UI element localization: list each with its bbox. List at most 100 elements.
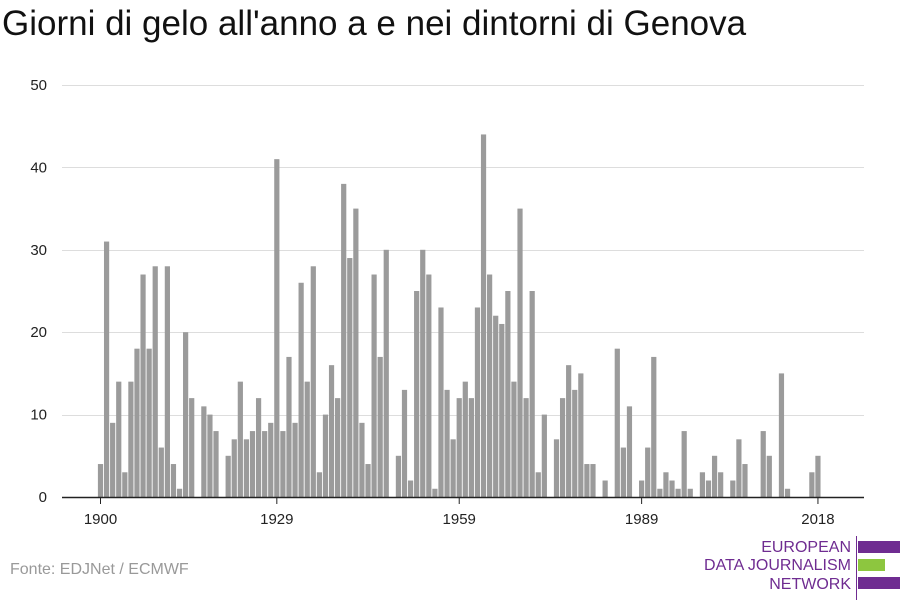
bar-1971 [529, 291, 535, 497]
x-tick-label: 1989 [625, 511, 658, 528]
bar-1947 [383, 249, 389, 497]
bar-1905 [128, 381, 134, 497]
bar-1964 [487, 274, 493, 497]
bar-1935 [310, 266, 316, 497]
bar-1909 [152, 266, 158, 497]
bar-1978 [572, 389, 578, 497]
bar-1931 [286, 356, 292, 497]
bar-1956 [438, 307, 444, 497]
bar-1937 [322, 414, 329, 497]
grid-lines [62, 85, 864, 416]
bar-1908 [146, 348, 152, 497]
bar-1994 [669, 480, 675, 497]
logo-text-line3: NETWORK [769, 576, 851, 593]
bar-1961 [468, 398, 474, 497]
bar-1980 [584, 464, 590, 497]
bar-2002 [718, 472, 724, 497]
bar-1968 [511, 381, 517, 497]
bar-1949 [395, 455, 402, 497]
x-tick-label: 2018 [801, 511, 834, 528]
y-tick-label: 0 [39, 489, 47, 506]
bar-1903 [116, 381, 122, 497]
bar-1902 [110, 422, 116, 497]
bar-1929 [274, 159, 280, 497]
bar-1955 [432, 488, 438, 497]
axes: 0 10 20 30 40 50 1900 1929 1959 1989 2018 [30, 77, 864, 528]
bar-1907 [140, 274, 146, 497]
bar-1943 [359, 422, 365, 497]
bar-1924 [243, 439, 250, 497]
bar-1906 [134, 348, 140, 497]
y-tick-label: 30 [30, 242, 47, 259]
bar-1976 [559, 398, 566, 497]
bar-1993 [663, 472, 669, 497]
bar-1913 [176, 488, 183, 497]
bar-1966 [499, 323, 505, 497]
bar-1962 [474, 307, 481, 497]
bar-1991 [651, 356, 657, 497]
bar-1945 [371, 274, 377, 497]
bar-1987 [626, 406, 633, 497]
bar-1928 [268, 422, 274, 497]
bar-1939 [335, 398, 341, 497]
bar-1914 [183, 332, 189, 497]
source-note: Fonte: EDJNet / ECMWF [10, 561, 189, 578]
bar-1930 [280, 431, 286, 497]
bar-1921 [225, 455, 231, 497]
bar-1989 [639, 480, 645, 497]
bar-1992 [657, 488, 663, 497]
chart-title: Giorni di gelo all'anno a e nei dintorni… [2, 4, 747, 43]
bar-1904 [122, 472, 128, 497]
bar-1926 [255, 398, 262, 497]
bar-1938 [328, 365, 335, 497]
x-tick-label: 1929 [260, 511, 293, 528]
bar-2010 [766, 455, 772, 497]
bar-1927 [262, 431, 268, 497]
edjnet-logo[interactable]: EUROPEAN DATA JOURNALISM NETWORK [700, 536, 900, 600]
bar-2000 [705, 480, 712, 497]
bar-1944 [365, 464, 371, 497]
bar-1922 [231, 439, 237, 497]
bar-1936 [316, 472, 322, 497]
bar-2001 [711, 455, 718, 497]
bar-2004 [730, 480, 736, 497]
bar-1975 [553, 439, 560, 497]
bar-1952 [414, 291, 420, 497]
bar-1958 [450, 439, 456, 497]
bar-1972 [535, 472, 541, 497]
logo-bar-top [858, 541, 900, 553]
logo-text-line1: EUROPEAN [761, 539, 851, 556]
bar-1953 [420, 249, 426, 497]
bar-2017 [809, 472, 815, 497]
bar-2013 [784, 488, 791, 497]
y-tick-label: 20 [30, 324, 47, 341]
y-tick-label: 50 [30, 77, 47, 94]
bar-1934 [304, 381, 310, 497]
bar-1942 [353, 208, 359, 497]
bar-1985 [614, 348, 620, 497]
bar-1932 [292, 422, 298, 497]
bar-1957 [444, 389, 450, 497]
bar-1911 [164, 266, 170, 497]
bar-1990 [645, 447, 651, 497]
bar-1986 [620, 447, 626, 497]
bar-1901 [103, 241, 110, 497]
bar-1910 [158, 447, 164, 497]
bar-1915 [189, 398, 195, 497]
bar-1923 [237, 381, 243, 497]
bar-1983 [602, 480, 608, 497]
x-tick-label: 1900 [84, 511, 117, 528]
y-tick-label: 40 [30, 159, 47, 176]
bar-1967 [505, 291, 511, 497]
bar-1912 [170, 464, 177, 497]
bar-1970 [523, 398, 529, 497]
bar-1963 [480, 134, 487, 497]
bar-1960 [462, 381, 468, 497]
logo-text-line2: DATA JOURNALISM [704, 557, 851, 574]
bar-1941 [347, 258, 353, 497]
bar-1996 [681, 431, 687, 497]
bar-1918 [207, 414, 213, 497]
logo-separator [856, 536, 857, 600]
bar-1933 [298, 282, 304, 497]
